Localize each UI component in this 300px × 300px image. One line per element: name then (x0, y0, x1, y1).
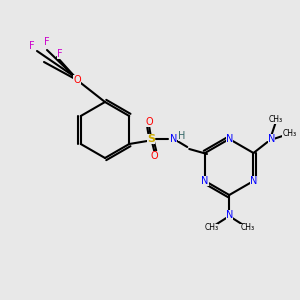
Text: F: F (57, 49, 63, 59)
Text: N: N (201, 176, 209, 186)
Text: H: H (178, 131, 185, 141)
Text: F: F (29, 41, 35, 51)
Text: CH₃: CH₃ (204, 224, 218, 232)
Text: S: S (147, 134, 155, 144)
Text: CH₃: CH₃ (268, 115, 283, 124)
Text: CH₃: CH₃ (240, 224, 254, 232)
Text: F: F (44, 37, 50, 47)
Text: N: N (268, 134, 275, 144)
Text: N: N (226, 210, 233, 220)
Text: O: O (73, 75, 81, 85)
Text: N: N (226, 134, 233, 144)
Text: O: O (150, 151, 158, 161)
Text: CH₃: CH₃ (282, 130, 297, 139)
Text: O: O (146, 117, 153, 127)
Text: N: N (250, 176, 257, 186)
Text: N: N (169, 134, 177, 144)
